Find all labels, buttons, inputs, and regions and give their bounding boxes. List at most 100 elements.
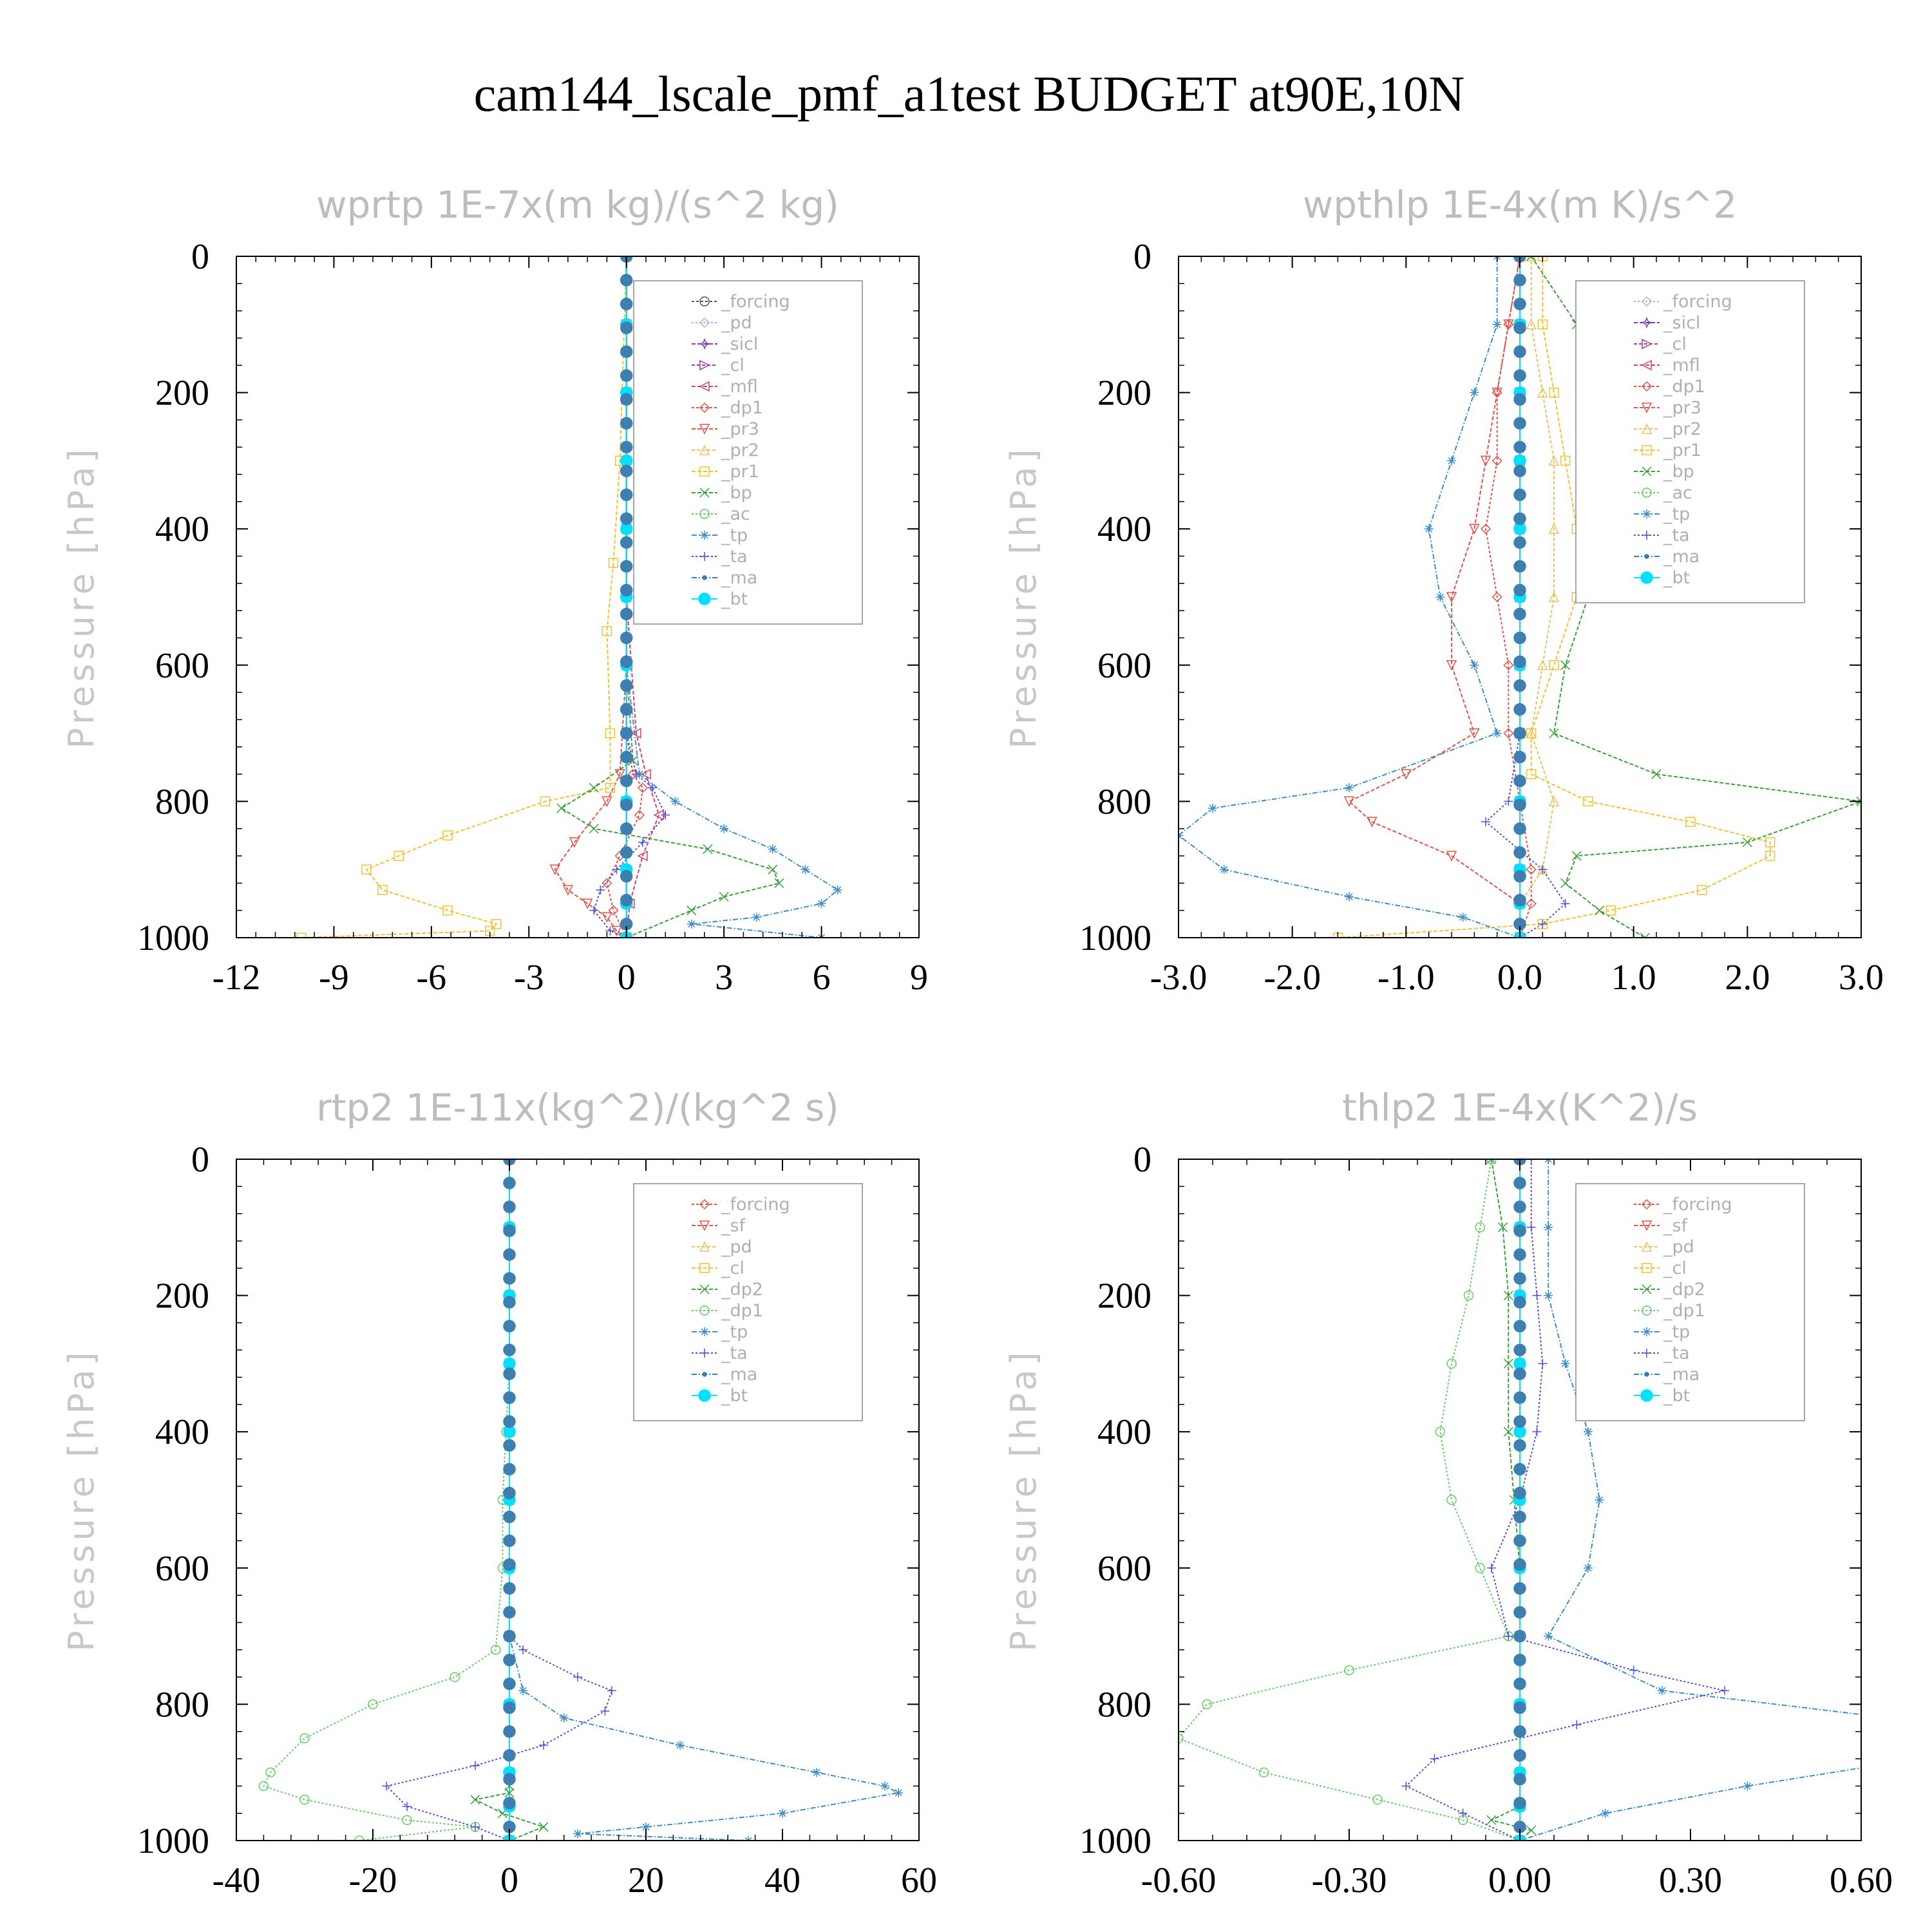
legend-entry: _sicl	[721, 334, 758, 354]
legend-marker	[1641, 402, 1653, 413]
zero-line-marker	[503, 1749, 516, 1762]
legend-marker	[1640, 571, 1653, 584]
y-tick-label: 600	[155, 1549, 209, 1589]
data-point	[601, 796, 612, 808]
legend-marker	[699, 381, 710, 392]
data-point	[470, 1794, 480, 1805]
data-point	[1503, 1426, 1513, 1437]
data-point	[589, 782, 599, 793]
legend-entry: _mfl	[1663, 355, 1700, 375]
panel-2: wpthlp 1E-4x(m K)/s^2 Pressure [hPa] -3.0 -…	[1003, 183, 1884, 998]
data-point	[817, 899, 826, 909]
panel-title: wpthlp 1E-4x(m K)/s^2	[1303, 183, 1737, 227]
data-point	[382, 1781, 392, 1791]
data-point	[601, 912, 612, 923]
zero-line-marker	[1513, 846, 1526, 859]
data-point	[1600, 1808, 1610, 1818]
data-point	[648, 783, 658, 793]
data-point	[894, 1788, 904, 1797]
legend-marker	[699, 1284, 710, 1294]
data-point	[296, 933, 307, 938]
zero-line-marker	[620, 345, 633, 358]
x-tick-label: -2.0	[1264, 958, 1321, 998]
data-point	[1548, 523, 1560, 534]
zero-line-marker	[1513, 894, 1526, 907]
data-point	[1657, 1686, 1667, 1696]
data-point	[471, 1822, 480, 1832]
legend-marker	[699, 359, 710, 371]
zero-line-marker	[1513, 1605, 1526, 1619]
legend-entry: _cl	[721, 355, 744, 375]
legend-marker	[1641, 381, 1653, 392]
legend-marker	[702, 1372, 707, 1377]
data-point	[1605, 905, 1616, 916]
legend-entry: _ta	[1663, 1343, 1690, 1363]
zero-line-marker	[1513, 798, 1526, 811]
data-point	[1526, 256, 1537, 261]
legend-marker	[1642, 509, 1651, 518]
zero-line-marker	[1513, 1486, 1526, 1500]
zero-line-marker	[620, 464, 633, 478]
data-point	[1475, 1222, 1485, 1233]
zero-line-marker	[503, 1272, 516, 1285]
series-line-pr3	[1348, 256, 1520, 938]
y-tick-label: 400	[155, 509, 209, 549]
x-tick-label: 0.60	[1830, 1861, 1893, 1900]
data-point	[1343, 796, 1355, 808]
data-point	[556, 803, 567, 813]
x-tick-label: 0.00	[1488, 1861, 1551, 1900]
series-line-dp1	[1484, 256, 1532, 938]
data-point	[1571, 851, 1582, 861]
x-tick-label: 1.0	[1611, 958, 1656, 998]
zero-line-marker	[1513, 1439, 1526, 1452]
zero-line-marker	[503, 1797, 516, 1810]
zero-line-marker	[1513, 1534, 1526, 1548]
data-point	[1372, 1794, 1383, 1805]
data-point	[1526, 728, 1537, 739]
data-point	[504, 1788, 515, 1798]
panel-title: thlp2 1E-4x(K^2)/s	[1342, 1086, 1698, 1130]
legend-entry: _pd	[721, 313, 752, 333]
series-group	[258, 1159, 904, 1841]
data-point	[1526, 319, 1537, 330]
legend-entry: _dp1	[1663, 377, 1705, 397]
legend-box	[633, 280, 863, 625]
legend-marker	[699, 1305, 710, 1316]
series-line-bp	[1530, 256, 1861, 938]
legend-entry: _ta	[721, 547, 748, 567]
legend-entry: _mfl	[721, 377, 758, 397]
legend-entry: _pr2	[721, 440, 759, 460]
zero-line-marker	[620, 440, 633, 453]
series-line-pr1	[301, 256, 627, 938]
zero-line-marker	[503, 1343, 516, 1356]
legend-entry: _bt	[1663, 568, 1690, 588]
x-tick-label: -0.30	[1312, 1861, 1387, 1900]
legend-box	[1575, 280, 1805, 603]
y-tick-label: 400	[1097, 1412, 1151, 1452]
zero-line-marker	[620, 583, 633, 597]
legend-marker	[1642, 531, 1651, 540]
zero-line-marker	[1513, 345, 1526, 358]
data-point	[1560, 1359, 1570, 1368]
zero-line-marker	[503, 1725, 516, 1738]
zero-line-marker	[620, 798, 633, 811]
legend-entry: _ma	[721, 568, 757, 588]
legend-marker	[698, 337, 711, 350]
zero-line-marker	[620, 726, 633, 740]
zero-line-marker	[1513, 1177, 1526, 1189]
series-line-tp	[1179, 256, 1520, 938]
series-line-dp1	[262, 1159, 510, 1841]
zero-line-marker	[1513, 822, 1526, 835]
data-point	[1480, 455, 1492, 467]
zero-line-marker	[503, 1582, 516, 1595]
data-point	[774, 878, 784, 888]
data-point	[1526, 769, 1537, 779]
data-point	[1492, 319, 1502, 329]
zero-line-marker	[1513, 1248, 1526, 1261]
data-point	[1446, 592, 1457, 603]
zero-line-marker	[1513, 1320, 1526, 1332]
zero-line-marker	[620, 631, 633, 645]
legend-marker	[1642, 1284, 1652, 1294]
legend: _forcing_sf_pd_cl_dp2_dp1_tp_ta_ma_bt	[1575, 1183, 1805, 1421]
